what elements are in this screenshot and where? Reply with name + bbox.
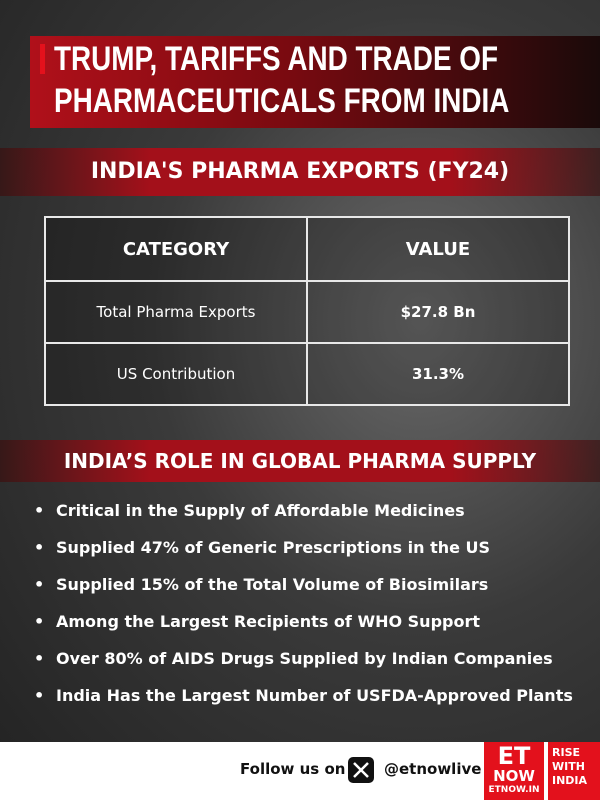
slogan: RISE WITH INDIA [548,742,600,800]
follow-text: Follow us on [240,760,346,778]
logo[interactable]: ET NOW ETNOW.IN [484,742,544,800]
bullet: Among the Largest Recipients of WHO Supp… [34,605,573,642]
social-handle[interactable]: @etnowlive [384,760,482,778]
header-band [30,36,600,128]
section-title: INDIA’S ROLE IN GLOBAL PHARMA SUPPLY [0,440,600,482]
bullet: Critical in the Supply of Affordable Med… [34,494,573,531]
bullet: Supplied 15% of the Total Volume of Bios… [34,568,573,605]
exports-table: CATEGORY VALUE Total Pharma Exports $27.… [44,216,570,406]
header-title: PHARMACEUTICALS FROM INDIA [54,82,510,120]
column-header: VALUE [306,216,570,282]
header-accent [40,44,45,74]
table-cell: $27.8 Bn [306,280,570,344]
slogan-line: WITH [552,760,585,773]
logo-bottom: NOW [493,767,535,785]
column-header: CATEGORY [44,216,308,282]
table-cell: 31.3% [306,342,570,406]
bullet: Over 80% of AIDS Drugs Supplied by India… [34,642,573,679]
bullet: Supplied 47% of Generic Prescriptions in… [34,531,573,568]
logo-site: ETNOW.IN [488,785,540,795]
section-title: INDIA'S PHARMA EXPORTS (FY24) [0,148,600,196]
table-cell: US Contribution [44,342,308,406]
slogan-line: INDIA [552,774,588,787]
header-title: TRUMP, TARIFFS AND TRADE OF [54,40,499,78]
table-cell: Total Pharma Exports [44,280,308,344]
logo-top: ET [497,742,531,770]
x-glyph [353,762,369,778]
x-icon[interactable] [348,757,374,783]
bullet-list: Critical in the Supply of Affordable Med… [34,494,573,716]
bullet: India Has the Largest Number of USFDA-Ap… [34,679,573,716]
slogan-line: RISE [552,746,580,759]
